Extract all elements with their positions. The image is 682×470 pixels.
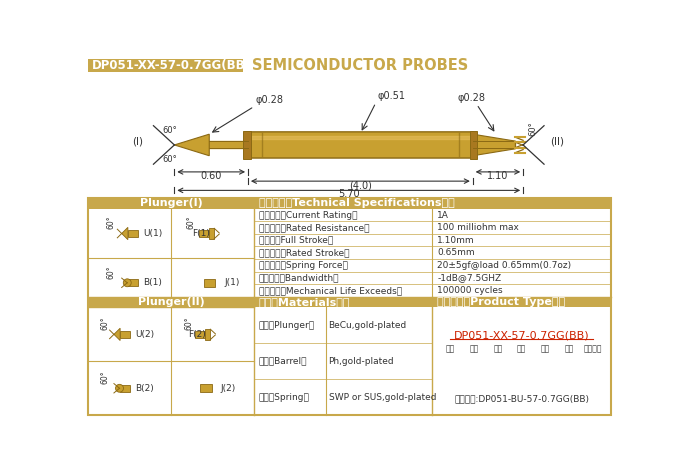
Text: 5.70: 5.70 (338, 189, 359, 199)
Text: 1.10mm: 1.10mm (437, 236, 475, 245)
Text: 弹力: 弹力 (541, 345, 550, 353)
Text: 镌金: 镌金 (564, 345, 574, 353)
Polygon shape (175, 134, 209, 156)
Text: F(1): F(1) (192, 229, 210, 238)
Text: Plunger(I): Plunger(I) (140, 198, 203, 209)
Text: Plunger(II): Plunger(II) (138, 297, 205, 307)
Text: 测试寿命（Mechanical Life Exceeds）: 测试寿命（Mechanical Life Exceeds） (259, 286, 402, 295)
Text: 针头材质: 针头材质 (583, 345, 602, 353)
Text: 100 milliohm max: 100 milliohm max (437, 223, 519, 232)
Text: U(1): U(1) (143, 229, 162, 238)
Text: φ0.28: φ0.28 (457, 93, 486, 102)
Polygon shape (473, 134, 516, 156)
FancyBboxPatch shape (243, 131, 251, 159)
Text: 额定弹力（Spring Force）: 额定弹力（Spring Force） (259, 261, 348, 270)
Text: 60°: 60° (163, 155, 177, 164)
Text: 总长: 总长 (517, 345, 527, 353)
Polygon shape (120, 331, 130, 338)
Text: 规格: 规格 (470, 345, 479, 353)
Text: 20±5gf@load 0.65mm(0.7oz): 20±5gf@load 0.65mm(0.7oz) (437, 261, 572, 270)
Text: 60°: 60° (101, 370, 110, 384)
Polygon shape (209, 228, 214, 239)
Text: 额定行程（Rated Stroke）: 额定行程（Rated Stroke） (259, 248, 349, 257)
Polygon shape (121, 227, 128, 240)
Text: 60°: 60° (107, 265, 116, 279)
Text: 满行程（Full Stroke）: 满行程（Full Stroke） (259, 236, 333, 245)
Polygon shape (196, 331, 205, 338)
Text: φ0.28: φ0.28 (256, 95, 284, 105)
Polygon shape (205, 329, 210, 339)
Text: J(1): J(1) (225, 278, 240, 287)
Text: SWP or SUS,gold-plated: SWP or SUS,gold-plated (329, 393, 436, 402)
FancyBboxPatch shape (470, 131, 477, 159)
Text: 成品型号（Product Type）：: 成品型号（Product Type）： (437, 297, 565, 307)
Text: 60°: 60° (184, 317, 194, 330)
Text: 1.10: 1.10 (487, 171, 508, 181)
FancyBboxPatch shape (89, 297, 254, 307)
Polygon shape (199, 230, 209, 237)
Text: U(2): U(2) (136, 330, 155, 339)
Text: J(2): J(2) (221, 384, 236, 393)
Text: SEMICONDUCTOR PROBES: SEMICONDUCTOR PROBES (252, 58, 468, 73)
Text: (II): (II) (550, 136, 564, 146)
Text: 100000 cycles: 100000 cycles (437, 286, 503, 295)
Text: 材质（Materials）：: 材质（Materials）： (259, 297, 351, 307)
Text: DP051-XX-57-0.7GG(BB): DP051-XX-57-0.7GG(BB) (454, 330, 589, 340)
Text: 60°: 60° (101, 317, 110, 330)
Text: 60°: 60° (186, 216, 195, 229)
Text: 0.65mm: 0.65mm (437, 248, 475, 257)
Text: 头型: 头型 (493, 345, 503, 353)
Text: 系列: 系列 (446, 345, 455, 353)
Polygon shape (128, 230, 138, 237)
Text: 额定电流（Current Rating）: 额定电流（Current Rating） (259, 211, 357, 219)
Polygon shape (128, 279, 138, 286)
Text: (I): (I) (132, 136, 143, 146)
Text: φ0.51: φ0.51 (377, 91, 405, 101)
Text: DP051-XX-57-0.7GG(BB): DP051-XX-57-0.7GG(BB) (91, 59, 250, 72)
Polygon shape (205, 279, 216, 287)
Polygon shape (201, 384, 211, 392)
Text: 频率带宽（Bandwidth）: 频率带宽（Bandwidth） (259, 274, 340, 282)
Text: 弹簧（Spring）: 弹簧（Spring） (259, 393, 310, 402)
Text: B(1): B(1) (143, 278, 162, 287)
Text: 60°: 60° (107, 216, 116, 229)
Text: B(2): B(2) (136, 384, 154, 393)
Text: Ph,gold-plated: Ph,gold-plated (329, 357, 394, 366)
Text: 针管（Barrel）: 针管（Barrel） (259, 357, 308, 366)
Text: 60°: 60° (529, 121, 537, 136)
Text: -1dB@7.5GHZ: -1dB@7.5GHZ (437, 274, 501, 282)
FancyBboxPatch shape (89, 198, 254, 209)
Circle shape (115, 384, 123, 392)
Text: 针头（Plunger）: 针头（Plunger） (259, 321, 315, 330)
Polygon shape (114, 328, 120, 341)
FancyBboxPatch shape (254, 297, 432, 307)
Text: 额定电阵（Rated Resistance）: 额定电阵（Rated Resistance） (259, 223, 370, 232)
Text: 订购举例:DP051-BU-57-0.7GG(BB): 订购举例:DP051-BU-57-0.7GG(BB) (454, 394, 589, 404)
Text: 技术要求（Technical Specifications）：: 技术要求（Technical Specifications）： (259, 198, 455, 209)
Circle shape (123, 279, 131, 287)
FancyBboxPatch shape (246, 132, 474, 158)
Text: 60°: 60° (163, 126, 177, 135)
FancyBboxPatch shape (89, 198, 610, 415)
FancyBboxPatch shape (254, 198, 610, 209)
Text: BeCu,gold-plated: BeCu,gold-plated (329, 321, 407, 330)
Text: 1A: 1A (437, 211, 449, 219)
Text: (4.0): (4.0) (349, 180, 372, 190)
Text: F(2): F(2) (188, 330, 206, 339)
FancyBboxPatch shape (89, 59, 243, 72)
Polygon shape (120, 385, 130, 392)
FancyBboxPatch shape (432, 297, 610, 307)
Text: 0.60: 0.60 (200, 171, 222, 181)
